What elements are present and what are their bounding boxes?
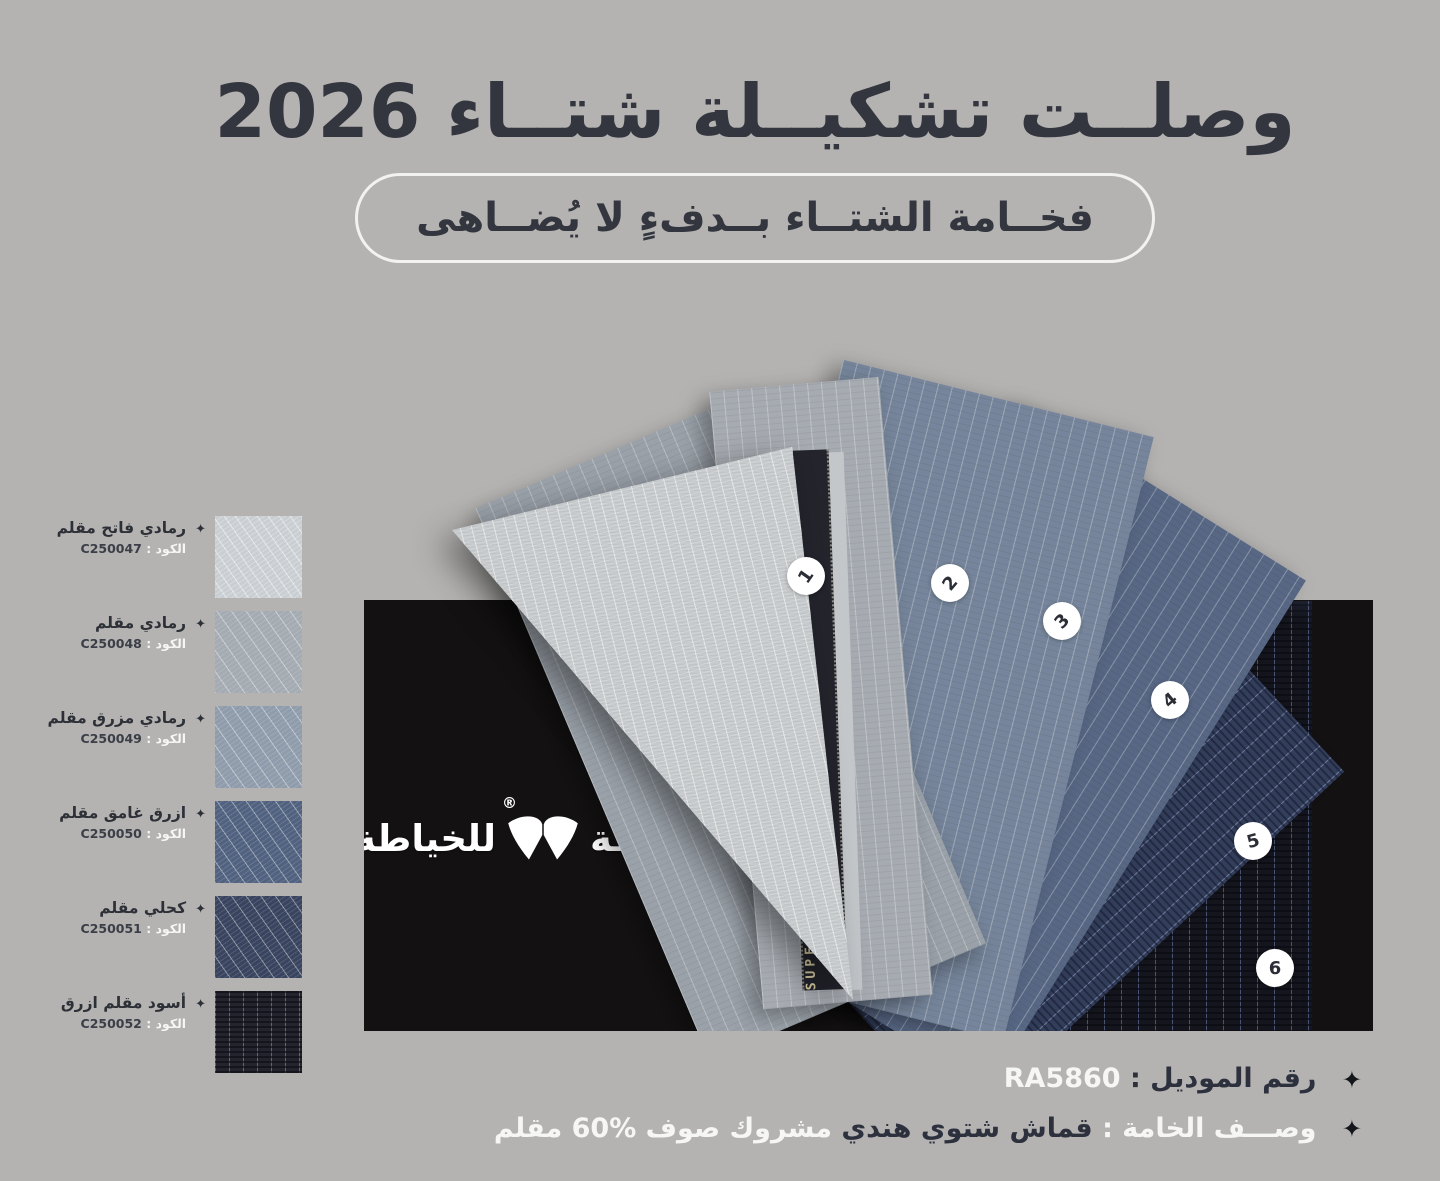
swatch-code: C250052 bbox=[80, 1016, 142, 1031]
fabric-desc-line: ✦ وصـــف الخامة : قماش شتوي هندي مشروك ص… bbox=[494, 1112, 1362, 1146]
swatch-code: C250048 bbox=[80, 636, 142, 651]
sparkle-icon: ✦ bbox=[195, 997, 206, 1012]
swatch-square bbox=[215, 991, 302, 1073]
sparkle-icon: ✦ bbox=[195, 617, 206, 632]
poster-title: وصلــت تشكيــلة شتــاء 2026 bbox=[214, 69, 1296, 155]
fabric-display-stage: الأناقــة ® للخياطة ★ ★ ★ SUPERFINE PREM… bbox=[364, 340, 1373, 1031]
swatch-code-line: الكود : C250050 bbox=[59, 826, 187, 841]
swatch-name: كحلي مقلم bbox=[99, 899, 187, 917]
sparkle-icon: ✦ bbox=[1341, 1065, 1362, 1094]
desc-composition: مشروك صوف %60 مقلم bbox=[493, 1112, 832, 1144]
swatch-code-label: الكود : bbox=[146, 1016, 187, 1031]
swatch-number-badge: 2 bbox=[931, 564, 969, 602]
swatch-number-badge: 6 bbox=[1256, 949, 1294, 987]
swatch-square bbox=[215, 801, 302, 883]
desc-fabric-type: قماش شتوي هندي bbox=[841, 1112, 1093, 1144]
brand-name-left: للخياطة bbox=[364, 816, 496, 860]
swatch-code: C250047 bbox=[80, 541, 142, 556]
registered-mark: ® bbox=[501, 794, 517, 812]
swatch-code-label: الكود : bbox=[146, 541, 187, 556]
spec-footer: ✦ رقم الموديل : RA5860 ✦ وصـــف الخامة :… bbox=[494, 1062, 1362, 1162]
swatch-name: ازرق غامق مقلم bbox=[59, 804, 187, 822]
swatch-row: ✦ أسود مقلم ازرق الكود : C250052 bbox=[61, 991, 302, 1073]
sparkle-icon: ✦ bbox=[195, 522, 206, 537]
swatch-name: رمادي فاتح مقلم bbox=[56, 519, 187, 537]
swatch-code-label: الكود : bbox=[146, 921, 187, 936]
swatch-number-badge: 1 bbox=[787, 557, 825, 595]
swatch-row: ✦ رمادي مقلم الكود : C250048 bbox=[81, 611, 302, 693]
subtitle-text: فخــامة الشتــاء بــدفءٍ لا يُضــاهى bbox=[416, 195, 1094, 242]
fabric-1-fold-wrap bbox=[444, 440, 864, 1010]
swatch-code: C250051 bbox=[80, 921, 142, 936]
model-label: رقم الموديل : bbox=[1129, 1063, 1317, 1094]
fabric-1-fold bbox=[451, 446, 854, 1000]
swatch-square bbox=[215, 611, 302, 693]
swatch-code-label: الكود : bbox=[146, 636, 187, 651]
swatch-name: رمادي مقلم bbox=[94, 614, 187, 632]
swatch-code-line: الكود : C250049 bbox=[48, 731, 187, 746]
model-value: RA5860 bbox=[1003, 1063, 1121, 1094]
poster-header: وصلــت تشكيــلة شتــاء 2026 فخــامة الشت… bbox=[0, 69, 1440, 264]
model-line: ✦ رقم الموديل : RA5860 bbox=[494, 1062, 1362, 1096]
swatch-number-badge: 3 bbox=[1043, 602, 1081, 640]
swatch-code: C250049 bbox=[80, 731, 142, 746]
swatch-number-badge: 5 bbox=[1234, 822, 1272, 860]
swatch-number-badge: 4 bbox=[1151, 681, 1189, 719]
swatch-code-label: الكود : bbox=[146, 731, 187, 746]
desc-label: وصـــف الخامة : bbox=[1102, 1112, 1317, 1144]
swatch-code: C250050 bbox=[80, 826, 142, 841]
subtitle-pill: فخــامة الشتــاء بــدفءٍ لا يُضــاهى bbox=[355, 173, 1155, 264]
swatch-code-label: الكود : bbox=[146, 826, 187, 841]
swatch-name: أسود مقلم ازرق bbox=[60, 994, 187, 1012]
swatch-row: ✦ رمادي فاتح مقلم الكود : C250047 bbox=[57, 516, 302, 598]
sparkle-icon: ✦ bbox=[195, 807, 206, 822]
swatch-row: ✦ ازرق غامق مقلم الكود : C250050 bbox=[59, 801, 302, 883]
swatch-code-line: الكود : C250052 bbox=[61, 1016, 187, 1031]
swatch-list: ✦ رمادي فاتح مقلم الكود : C250047 ✦ رماد… bbox=[0, 0, 330, 1181]
swatch-row: ✦ رمادي مزرق مقلم الكود : C250049 bbox=[48, 706, 302, 788]
sparkle-icon: ✦ bbox=[1341, 1115, 1362, 1144]
swatch-code-line: الكود : C250048 bbox=[81, 636, 187, 651]
swatch-code-line: الكود : C250047 bbox=[57, 541, 187, 556]
swatch-square bbox=[215, 516, 302, 598]
swatch-code-line: الكود : C250051 bbox=[81, 921, 187, 936]
sparkle-icon: ✦ bbox=[195, 712, 206, 727]
sparkle-icon: ✦ bbox=[195, 902, 206, 917]
swatch-square bbox=[215, 706, 302, 788]
swatch-row: ✦ كحلي مقلم الكود : C250051 bbox=[81, 896, 302, 978]
swatch-name: رمادي مزرق مقلم bbox=[47, 709, 187, 727]
swatch-square bbox=[215, 896, 302, 978]
collar-logo-icon: ® bbox=[502, 794, 580, 868]
